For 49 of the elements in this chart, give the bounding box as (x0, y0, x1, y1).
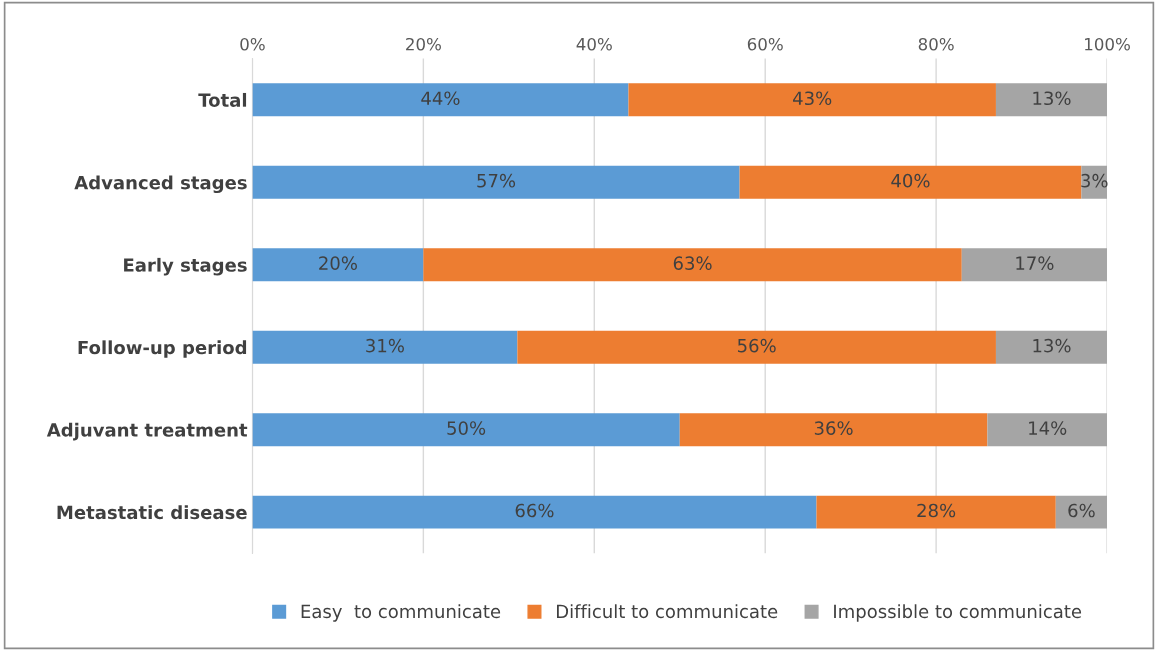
bar (423, 248, 962, 282)
y-tick-label: Total (198, 92, 247, 107)
bar (517, 330, 996, 364)
bar (961, 248, 1108, 282)
data-label: 66% (515, 503, 554, 518)
y-tick-label: Follow-up period (78, 340, 247, 358)
x-tick-label: 80% (918, 37, 954, 51)
x-tick-label: 40% (576, 37, 612, 51)
data-label: 43% (793, 91, 832, 106)
bar (1055, 495, 1108, 529)
bar (252, 495, 817, 529)
legend-label: Easy to communicate (301, 604, 501, 622)
data-label: 50% (447, 421, 486, 435)
bar (995, 330, 1108, 364)
y-tick-label: Metastatic disease (57, 505, 247, 520)
data-label: 14% (1029, 421, 1067, 435)
bar (679, 413, 988, 447)
data-label: 28% (917, 503, 956, 518)
y-tick-label: Early stages (124, 257, 247, 276)
bar (628, 83, 996, 117)
y-tick-label: Advanced stages (74, 175, 247, 194)
data-label: 56% (737, 338, 776, 353)
data-label: 31% (366, 338, 404, 353)
bar (995, 83, 1108, 117)
bar (816, 495, 1056, 529)
data-label: 36% (814, 421, 853, 435)
data-label: 44% (421, 91, 460, 106)
data-label: 20% (319, 256, 357, 270)
bar (252, 248, 424, 282)
legend-label: Impossible to communicate (834, 604, 1082, 622)
bar (252, 165, 740, 199)
data-label: 17% (1016, 256, 1054, 270)
bar (252, 413, 680, 447)
x-tick-label: 0% (240, 37, 265, 51)
x-tick-label: 100% (1085, 37, 1130, 51)
data-label: 57% (477, 173, 516, 188)
data-label: 13% (1033, 91, 1071, 106)
y-tick-label: Adjuvant treatment (46, 422, 248, 441)
bar (739, 165, 1082, 199)
bar (252, 330, 518, 364)
x-tick-label: 20% (406, 37, 441, 51)
x-tick-label: 60% (747, 37, 783, 51)
data-label: 13% (1033, 338, 1071, 353)
bar (252, 83, 629, 117)
legend-label: Difficult to communicate (557, 604, 778, 619)
bar (987, 413, 1108, 447)
data-label: 40% (891, 173, 930, 188)
data-label: 63% (673, 256, 712, 270)
data-label: 6% (1068, 503, 1095, 518)
